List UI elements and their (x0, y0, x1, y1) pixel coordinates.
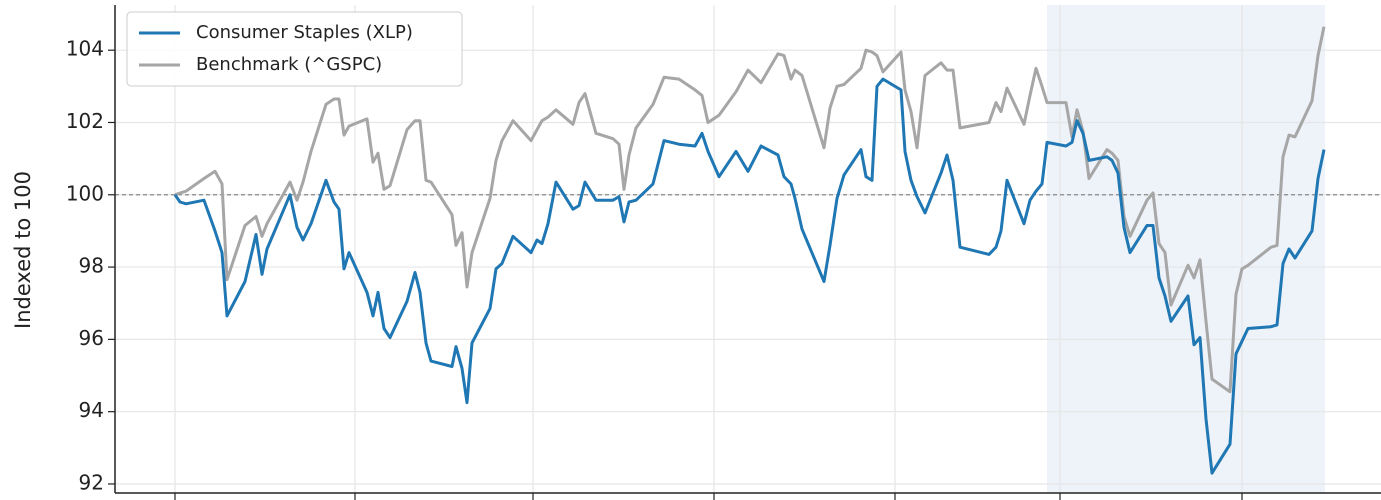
y-tick-label: 92 (79, 470, 104, 494)
y-tick-label: 98 (79, 254, 104, 278)
legend-label: Benchmark (^GSPC) (196, 54, 382, 75)
y-tick-label: 104 (66, 37, 104, 61)
y-tick-label: 102 (66, 109, 104, 133)
y-tick-label: 94 (79, 398, 104, 422)
legend-box (126, 11, 463, 87)
y-tick-label: 96 (79, 326, 104, 350)
y-axis-label: Indexed to 100 (11, 171, 35, 329)
highlight-region (1047, 5, 1325, 493)
series-line (173, 77, 1326, 475)
legend-label: Consumer Staples (XLP) (196, 22, 413, 43)
y-tick-label: 100 (66, 181, 104, 205)
series-line (174, 26, 1326, 394)
